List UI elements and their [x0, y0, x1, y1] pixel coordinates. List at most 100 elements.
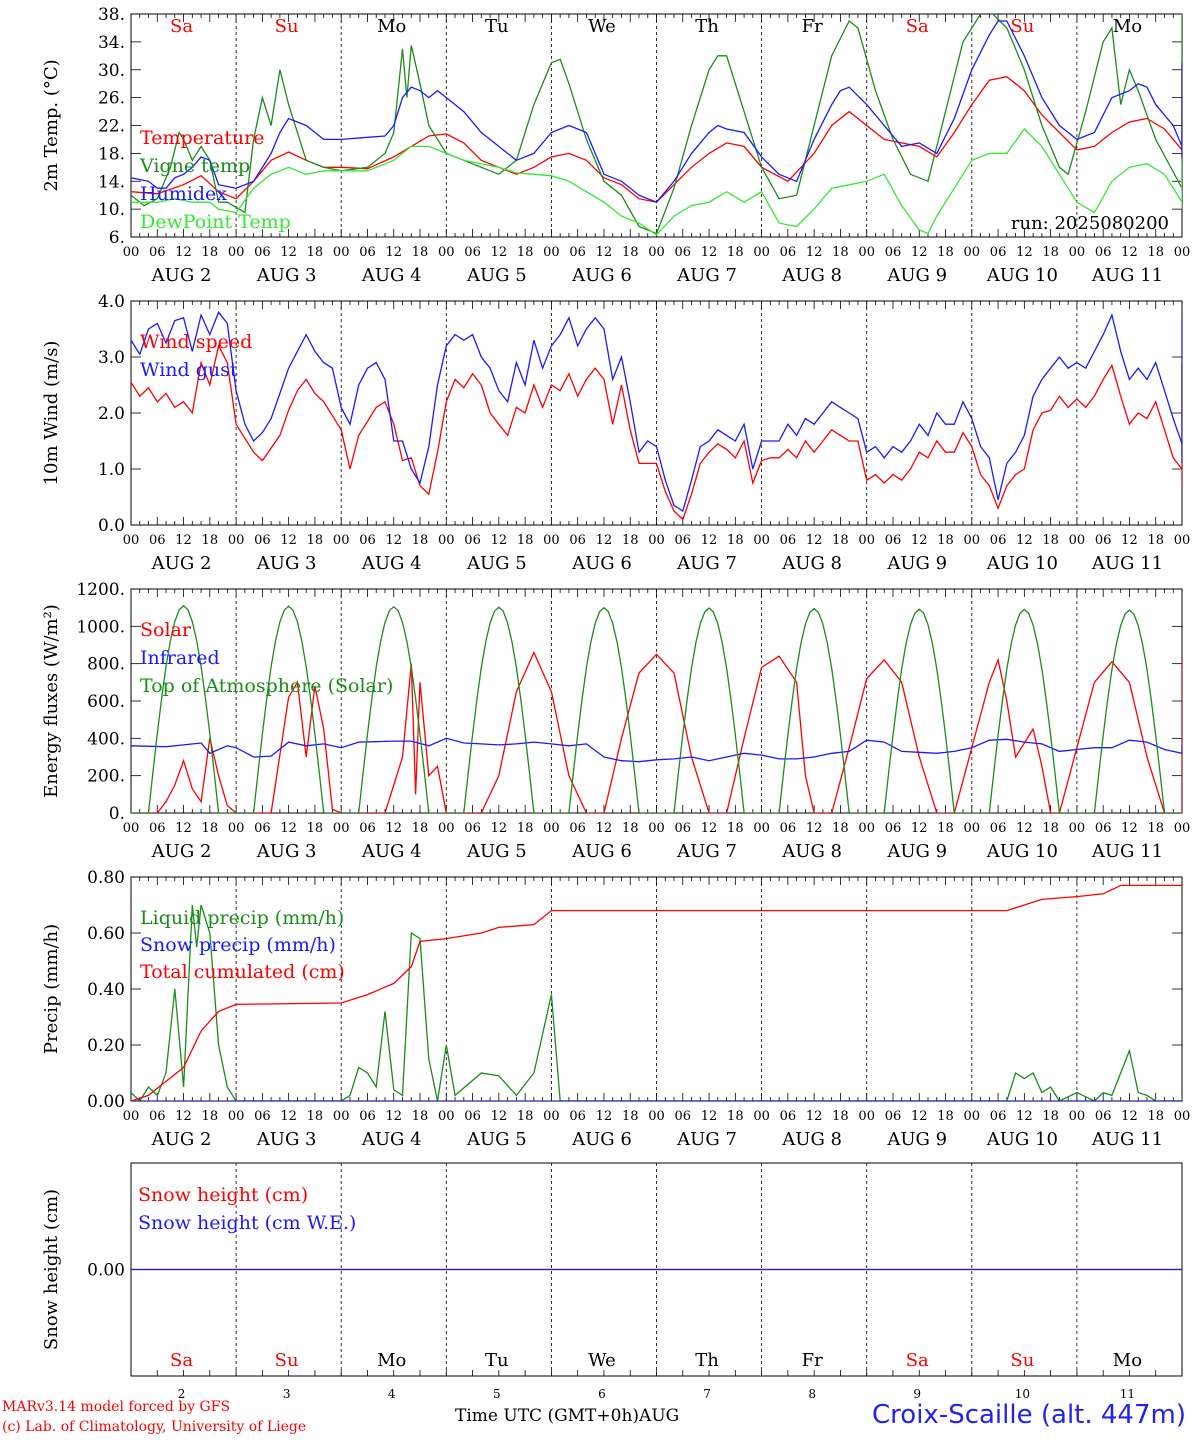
hour-tick-label: 00 — [648, 821, 665, 836]
day-label: AUG 9 — [886, 265, 947, 286]
hour-tick-label: 00 — [1069, 1109, 1086, 1124]
hour-tick-label: 12 — [280, 821, 297, 836]
weekday-label: Sa — [170, 1350, 193, 1371]
hour-tick-label: 18 — [1147, 821, 1164, 836]
weekday-label: Su — [1010, 1350, 1034, 1371]
panel-frame — [130, 300, 1183, 526]
day-label: AUG 9 — [886, 1129, 947, 1150]
hour-tick-label: 06 — [675, 1109, 692, 1124]
y-tick-label: 200. — [87, 767, 125, 787]
day-label: AUG 3 — [256, 553, 317, 574]
legend-humidex: Humidex — [140, 183, 227, 205]
day-label: AUG 10 — [986, 265, 1058, 286]
hour-tick-label: 12 — [806, 245, 823, 260]
day-label: AUG 8 — [781, 553, 842, 574]
lab-credit-text: (c) Lab. of Climatology, University of L… — [2, 1419, 307, 1435]
hour-tick-label: 06 — [254, 1109, 271, 1124]
hour-tick-label: 12 — [1016, 1109, 1033, 1124]
y-tick-label: 0. — [109, 804, 125, 824]
weekday-label: Su — [275, 16, 299, 37]
hour-tick-label: 00 — [858, 533, 875, 548]
hour-tick-label: 00 — [858, 821, 875, 836]
hour-tick-label: 00 — [543, 1109, 560, 1124]
hour-tick-label: 00 — [753, 1109, 770, 1124]
hour-tick-label: 00 — [543, 821, 560, 836]
day-label: AUG 8 — [781, 1129, 842, 1150]
hour-tick-label: 06 — [675, 245, 692, 260]
time-axis-label: Time UTC (GMT+0h)AUG — [455, 1406, 679, 1426]
day-label: AUG 3 — [256, 265, 317, 286]
hour-tick-label: 18 — [517, 245, 534, 260]
hour-tick-label: 18 — [622, 245, 639, 260]
day-number-label: 6 — [598, 1387, 606, 1401]
hour-tick-label: 18 — [202, 821, 219, 836]
hour-tick-label: 00 — [1174, 1109, 1191, 1124]
hour-tick-label: 00 — [333, 1109, 350, 1124]
hour-tick-label: 00 — [648, 533, 665, 548]
series-line-wind-gust — [131, 310, 1182, 513]
weekday-label: Tu — [485, 1350, 509, 1371]
hour-tick-label: 06 — [464, 245, 481, 260]
hour-tick-label: 12 — [701, 1109, 718, 1124]
panel-temp: 00 06 12 18 AUG 2 00 06 12 18 AUG 3 00 06 12 18 AUG 4 0… — [41, 5, 1190, 286]
hour-tick-label: 00 — [1069, 245, 1086, 260]
legend-infrared: Infrared — [140, 647, 220, 669]
day-label: AUG 2 — [151, 553, 212, 574]
hour-tick-label: 06 — [359, 245, 376, 260]
hour-tick-label: 12 — [491, 821, 508, 836]
weekday-label: We — [588, 1350, 616, 1371]
hour-tick-label: 12 — [385, 245, 402, 260]
y-axis-label: 2m Temp. (°C) — [41, 59, 62, 191]
day-number-label: 9 — [913, 1387, 921, 1401]
day-label: AUG 6 — [571, 841, 632, 862]
hour-tick-label: 00 — [333, 245, 350, 260]
hour-tick-label: 12 — [701, 245, 718, 260]
hour-tick-label: 12 — [596, 533, 613, 548]
y-tick-label: 10. — [98, 200, 125, 220]
hour-tick-label: 12 — [280, 533, 297, 548]
day-label: AUG 2 — [151, 265, 212, 286]
y-tick-label: 0.00 — [87, 1261, 125, 1281]
hour-tick-label: 18 — [517, 1109, 534, 1124]
day-label: AUG 5 — [466, 841, 527, 862]
hour-tick-label: 06 — [885, 821, 902, 836]
day-label: AUG 5 — [466, 1129, 527, 1150]
y-tick-label: 4.0 — [98, 292, 125, 312]
hour-tick-label: 00 — [123, 821, 140, 836]
hour-tick-label: 18 — [412, 245, 429, 260]
legend-wind-gust: Wind gust — [140, 359, 238, 381]
legend-snow-height-cm-: Snow height (cm) — [138, 1184, 308, 1206]
day-label: AUG 10 — [986, 553, 1058, 574]
hour-tick-label: 12 — [596, 245, 613, 260]
y-tick-label: 1000. — [76, 617, 125, 637]
weekday-label: Su — [1010, 16, 1034, 37]
hour-tick-label: 00 — [858, 1109, 875, 1124]
hour-tick-label: 12 — [596, 821, 613, 836]
hour-tick-label: 18 — [202, 1109, 219, 1124]
y-tick-label: 6. — [109, 228, 125, 248]
series-line-vigne-temp — [131, 14, 1182, 235]
hour-tick-label: 12 — [1016, 533, 1033, 548]
hour-tick-label: 06 — [1095, 821, 1112, 836]
day-label: AUG 8 — [781, 841, 842, 862]
panel-wind: 00 06 12 18 AUG 2 00 06 12 18 AUG 3 00 06 12 18 AUG 4 0… — [41, 292, 1190, 574]
hour-tick-label: 18 — [202, 533, 219, 548]
legend-top-of-atmosphere-solar-: Top of Atmosphere (Solar) — [140, 675, 393, 697]
day-label: AUG 2 — [151, 1129, 212, 1150]
hour-tick-label: 00 — [228, 1109, 245, 1124]
hour-tick-label: 06 — [990, 533, 1007, 548]
hour-tick-label: 18 — [832, 533, 849, 548]
day-label: AUG 9 — [886, 553, 947, 574]
day-label: AUG 7 — [676, 1129, 737, 1150]
legend-total-cumulated-cm-: Total cumulated (cm) — [140, 961, 345, 983]
day-label: AUG 4 — [361, 841, 422, 862]
hour-tick-label: 00 — [753, 533, 770, 548]
hour-tick-label: 06 — [885, 1109, 902, 1124]
y-tick-label: 18. — [98, 144, 125, 164]
hour-tick-label: 12 — [385, 821, 402, 836]
hour-tick-label: 18 — [832, 245, 849, 260]
day-label: AUG 4 — [361, 1129, 422, 1150]
hour-tick-label: 00 — [123, 1109, 140, 1124]
hour-tick-label: 00 — [438, 1109, 455, 1124]
